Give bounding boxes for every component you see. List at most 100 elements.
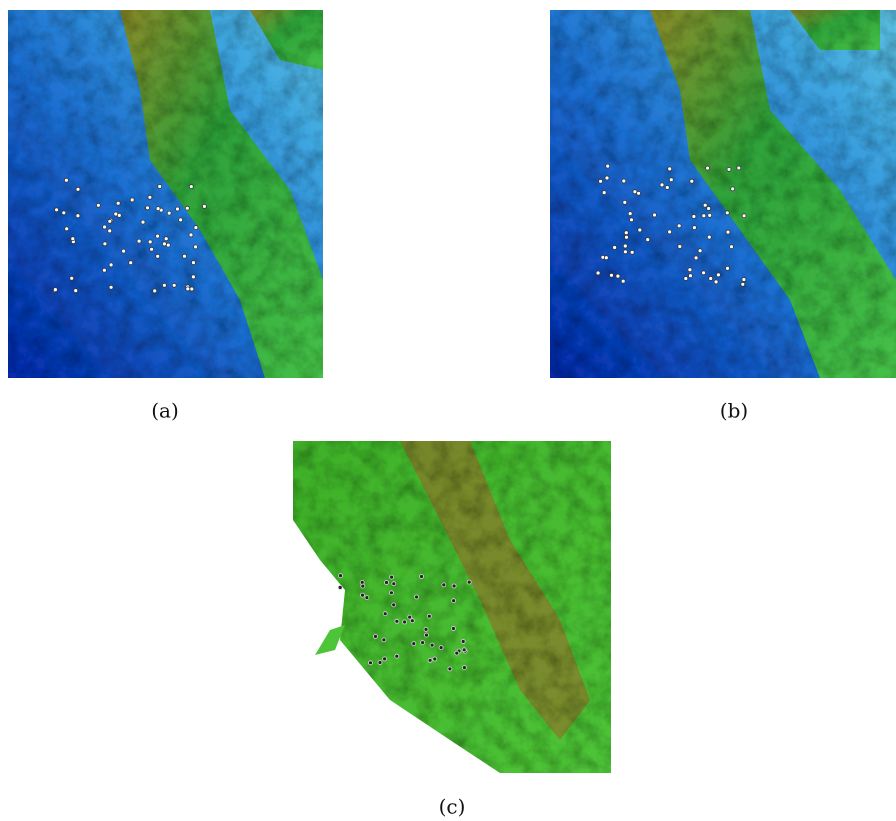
sample-point [455, 651, 459, 655]
sample-point [708, 213, 712, 217]
sample-point [698, 249, 702, 253]
sample-point [74, 289, 78, 293]
sample-point [622, 179, 626, 183]
sample-point [186, 287, 190, 291]
sample-point [383, 657, 387, 661]
sample-point [726, 230, 730, 234]
sample-point [392, 603, 396, 607]
sample-point [395, 619, 399, 623]
sample-point [688, 268, 692, 272]
sample-point [71, 237, 75, 241]
sample-point [638, 228, 642, 232]
sample-point [179, 218, 183, 222]
sample-point [668, 167, 672, 171]
sample-point [194, 245, 198, 249]
sample-point [692, 215, 696, 219]
sample-point [148, 195, 152, 199]
sample-point [428, 658, 432, 662]
sample-point [415, 595, 419, 599]
sample-point [64, 178, 68, 182]
sample-point [129, 261, 133, 265]
sample-point [114, 212, 118, 216]
sample-point [605, 176, 609, 180]
sample-point [103, 242, 107, 246]
sample-point [189, 233, 193, 237]
map-c [293, 441, 611, 773]
sample-point [202, 204, 206, 208]
sample-point [338, 586, 342, 590]
sample-point [137, 239, 141, 243]
sample-point [725, 211, 729, 215]
sample-point [412, 642, 416, 646]
sample-point [164, 237, 168, 241]
sample-point [374, 634, 378, 638]
sample-point [369, 661, 373, 665]
sample-point [190, 287, 194, 291]
sample-point [162, 242, 166, 246]
sample-point [108, 219, 112, 223]
sample-point [452, 584, 456, 588]
sample-point [53, 288, 57, 292]
sample-point [167, 211, 171, 215]
sample-point [665, 186, 669, 190]
figure: (a) (b) (c) [0, 0, 896, 821]
sample-point [390, 575, 394, 579]
sample-point [630, 250, 634, 254]
sample-point [361, 593, 365, 597]
sample-point [623, 200, 627, 204]
sample-point [130, 198, 134, 202]
sample-point [462, 648, 466, 652]
sample-point [410, 619, 414, 623]
sample-point [706, 166, 710, 170]
caption: (a) [151, 399, 179, 423]
sample-point [692, 226, 696, 230]
sample-point [678, 245, 682, 249]
sample-point [716, 273, 720, 277]
sample-point [731, 187, 735, 191]
sample-point [613, 246, 617, 250]
sample-point [185, 206, 189, 210]
sample-point [669, 178, 673, 182]
sample-point [62, 211, 66, 215]
sample-point [737, 166, 741, 170]
sample-point [604, 256, 608, 260]
sample-point [660, 183, 664, 187]
sample-point [382, 638, 386, 642]
sample-point [153, 289, 157, 293]
sample-point [448, 667, 452, 671]
sample-point [183, 254, 187, 258]
caption: (b) [720, 399, 748, 423]
sample-point [76, 187, 80, 191]
sample-point [741, 282, 745, 286]
sample-point [194, 226, 198, 230]
sample-point [361, 584, 365, 588]
sample-point [451, 627, 455, 631]
sample-point [150, 247, 154, 251]
sample-point [689, 274, 693, 278]
sample-point [462, 666, 466, 670]
sample-point [141, 220, 145, 224]
sample-point [383, 612, 387, 616]
sample-point [189, 185, 193, 189]
sample-point [191, 275, 195, 279]
page: (a) (b) (c) (() => { const data = JSON.p… [0, 0, 896, 821]
sample-point [690, 179, 694, 183]
sample-point [623, 250, 627, 254]
sample-point [730, 245, 734, 249]
sample-point [677, 224, 681, 228]
sample-point [707, 235, 711, 239]
sample-point [709, 277, 713, 281]
sample-point [461, 640, 465, 644]
sample-point [625, 235, 629, 239]
sample-point [156, 207, 160, 211]
sample-point [421, 641, 425, 645]
sample-point [702, 214, 706, 218]
sample-point [108, 229, 112, 233]
sample-point [668, 230, 672, 234]
sample-point [467, 580, 471, 584]
sample-point [425, 633, 429, 637]
sample-point [156, 254, 160, 258]
sample-point [430, 643, 434, 647]
sample-point [646, 238, 650, 242]
sample-point [156, 234, 160, 238]
